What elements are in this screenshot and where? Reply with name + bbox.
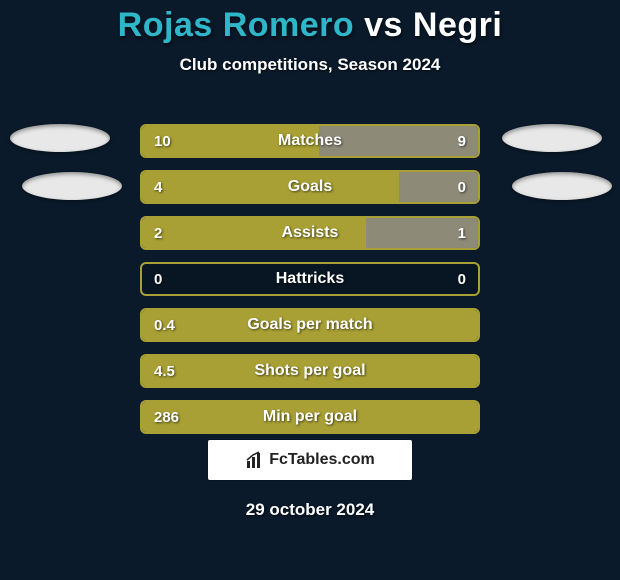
stat-value-right: 0 <box>458 264 466 294</box>
bar-container: Goals per match0.4 <box>140 308 480 342</box>
bar-left-fill <box>142 356 478 386</box>
stat-row: Min per goal286 <box>0 394 620 440</box>
bar-left-fill <box>142 126 319 156</box>
bar-container: Assists21 <box>140 216 480 250</box>
page-title: Rojas Romero vs Negri <box>0 0 620 45</box>
stat-row: Hattricks0 0 <box>0 256 620 302</box>
source-badge: FcTables.com <box>208 440 412 480</box>
bar-left-fill <box>142 310 478 340</box>
title-right: vs Negri <box>364 6 502 44</box>
bar-container: Shots per goal4.5 <box>140 354 480 388</box>
bar-container: Matches109 <box>140 124 480 158</box>
bar-left-fill <box>142 172 399 202</box>
stat-value-left: 0 <box>154 264 162 294</box>
bar-left-fill <box>142 218 366 248</box>
chart-icon <box>245 450 265 470</box>
stat-row: Shots per goal4.5 <box>0 348 620 394</box>
bar-container: Goals40 <box>140 170 480 204</box>
side-ellipse <box>502 124 602 152</box>
stat-row: Goals per match0.4 <box>0 302 620 348</box>
side-ellipse <box>512 172 612 200</box>
stat-label: Hattricks <box>142 264 478 294</box>
bar-right-fill <box>399 172 478 202</box>
date-text: 29 october 2024 <box>0 500 620 520</box>
stat-row: Assists21 <box>0 210 620 256</box>
title-left: Rojas Romero <box>118 6 355 44</box>
bar-left-fill <box>142 402 478 432</box>
bar-right-fill <box>319 126 478 156</box>
bar-right-fill <box>366 218 478 248</box>
bar-container: Hattricks0 0 <box>140 262 480 296</box>
comparison-chart: Matches109 Goals40 Assists21 Hattricks0 0 Goa… <box>0 118 620 440</box>
side-ellipse <box>10 124 110 152</box>
side-ellipse <box>22 172 122 200</box>
bar-container: Min per goal286 <box>140 400 480 434</box>
subtitle: Club competitions, Season 2024 <box>0 55 620 75</box>
badge-text: FcTables.com <box>269 451 375 469</box>
